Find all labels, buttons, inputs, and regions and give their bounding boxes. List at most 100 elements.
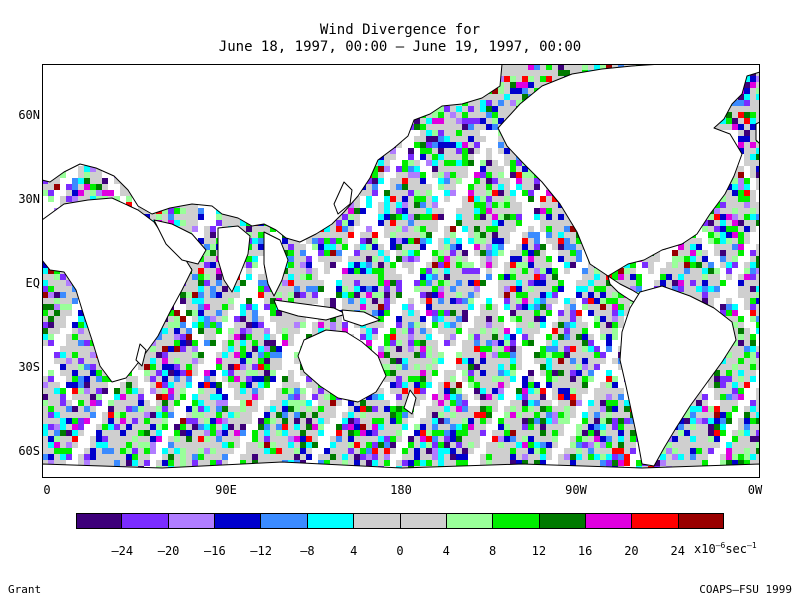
divergence-cell [300, 268, 306, 274]
divergence-cell [570, 244, 576, 250]
divergence-cell [384, 274, 390, 280]
divergence-cell [576, 358, 582, 364]
divergence-cell [528, 256, 534, 262]
divergence-cell [630, 280, 636, 286]
divergence-cell [510, 166, 516, 172]
divergence-cell [450, 172, 456, 178]
divergence-cell [222, 214, 228, 220]
divergence-cell [378, 352, 384, 358]
divergence-cell [468, 184, 474, 190]
divergence-cell [294, 292, 300, 298]
divergence-cell [450, 328, 456, 334]
divergence-cell [600, 280, 606, 286]
divergence-cell [348, 304, 354, 310]
divergence-cell [414, 196, 420, 202]
divergence-cell [390, 148, 396, 154]
divergence-cell [180, 208, 186, 214]
divergence-cell [372, 274, 378, 280]
divergence-cell [294, 268, 300, 274]
divergence-cell [432, 220, 438, 226]
divergence-cell [174, 346, 180, 352]
divergence-cell [738, 136, 744, 142]
divergence-cell [402, 244, 408, 250]
divergence-cell [90, 178, 96, 184]
divergence-cell [744, 148, 750, 154]
divergence-cell [270, 298, 276, 304]
divergence-cell [306, 274, 312, 280]
divergence-cell [570, 322, 576, 328]
divergence-cell [444, 118, 450, 124]
divergence-cell [378, 358, 384, 364]
divergence-cell [498, 94, 504, 100]
divergence-cell [534, 280, 540, 286]
divergence-cell [420, 298, 426, 304]
divergence-cell [546, 256, 552, 262]
divergence-cell [558, 220, 564, 226]
divergence-cell [462, 346, 468, 352]
divergence-cell [384, 214, 390, 220]
divergence-cell [432, 166, 438, 172]
divergence-cell [444, 148, 450, 154]
divergence-cell [456, 316, 462, 322]
divergence-cell [738, 202, 744, 208]
divergence-cell [756, 160, 760, 166]
divergence-cell [756, 112, 760, 118]
divergence-cell [714, 232, 720, 238]
divergence-cell [246, 334, 252, 340]
divergence-cell [738, 214, 744, 220]
divergence-cell [414, 322, 420, 328]
divergence-cell [564, 346, 570, 352]
divergence-cell [474, 334, 480, 340]
divergence-cell [450, 112, 456, 118]
divergence-cell [300, 286, 306, 292]
divergence-cell [444, 106, 450, 112]
divergence-cell [48, 190, 54, 196]
divergence-cell [228, 214, 234, 220]
divergence-cell [210, 328, 216, 334]
divergence-cell [174, 358, 180, 364]
divergence-cell [498, 280, 504, 286]
divergence-cell [366, 244, 372, 250]
divergence-cell [546, 274, 552, 280]
divergence-cell [264, 334, 270, 340]
divergence-cell [564, 256, 570, 262]
divergence-cell [354, 262, 360, 268]
divergence-cell [414, 226, 420, 232]
divergence-cell [396, 220, 402, 226]
divergence-cell [450, 304, 456, 310]
divergence-cell [402, 232, 408, 238]
divergence-cell [252, 262, 258, 268]
divergence-cell [432, 286, 438, 292]
divergence-cell [690, 286, 696, 292]
divergence-cell [588, 304, 594, 310]
divergence-cell [738, 100, 744, 106]
wind-divergence-map [42, 64, 760, 478]
divergence-cell [372, 304, 378, 310]
divergence-cell [492, 310, 498, 316]
divergence-cell [486, 166, 492, 172]
divergence-cell [90, 352, 96, 358]
divergence-cell [690, 268, 696, 274]
divergence-cell [492, 178, 498, 184]
divergence-cell [420, 232, 426, 238]
divergence-cell [708, 226, 714, 232]
divergence-cell [450, 244, 456, 250]
divergence-cell [390, 184, 396, 190]
divergence-cell [378, 268, 384, 274]
divergence-cell [726, 214, 732, 220]
divergence-cell [744, 154, 750, 160]
divergence-cell [60, 196, 66, 202]
divergence-cell [624, 304, 630, 310]
divergence-cell [558, 226, 564, 232]
divergence-cell [612, 292, 618, 298]
divergence-cell [288, 268, 294, 274]
divergence-cell [576, 322, 582, 328]
divergence-cell [288, 298, 294, 304]
divergence-cell [156, 214, 162, 220]
divergence-cell [750, 172, 756, 178]
divergence-cell [168, 214, 174, 220]
divergence-cell [462, 274, 468, 280]
divergence-cell [282, 292, 288, 298]
divergence-cell [240, 328, 246, 334]
divergence-cell [504, 328, 510, 334]
